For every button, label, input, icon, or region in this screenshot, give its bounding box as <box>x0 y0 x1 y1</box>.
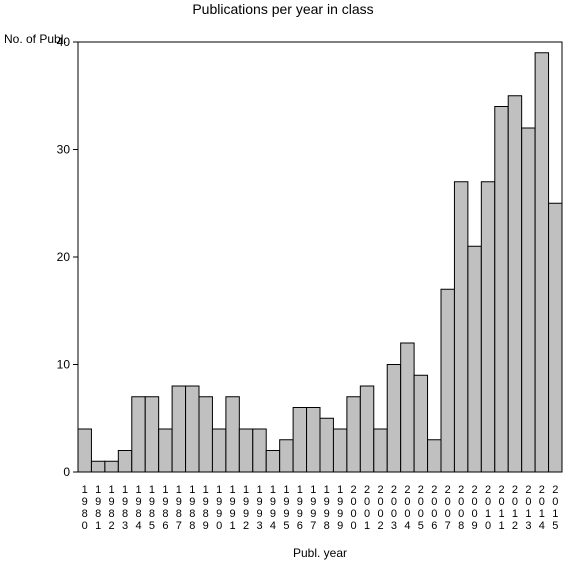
bar-1984 <box>131 396 146 473</box>
bar-2006 <box>427 439 442 473</box>
bar-2001 <box>359 385 375 473</box>
bar-1980 <box>77 428 92 473</box>
bar-2011 <box>494 106 509 473</box>
bar-1985 <box>144 396 160 473</box>
bar-1999 <box>332 428 348 473</box>
bar-1992 <box>238 428 254 473</box>
bar-1987 <box>171 385 187 473</box>
bar-2010 <box>480 181 496 473</box>
bar-1981 <box>90 460 106 473</box>
bar-1983 <box>117 450 133 473</box>
bar-2000 <box>346 396 361 473</box>
bar-2012 <box>507 95 523 473</box>
bar-2007 <box>440 288 455 473</box>
bar-1995 <box>279 439 294 473</box>
bar-2003 <box>386 364 402 473</box>
bar-1996 <box>292 407 308 473</box>
bar-2004 <box>400 342 415 473</box>
y-tick-label: 40 <box>57 35 71 49</box>
bar-2009 <box>467 245 482 473</box>
y-tick-label: 10 <box>57 358 71 372</box>
x-axis: 1 9 8 0 1 9 8 1 1 9 8 2 1 9 8 3 1 9 8 4 1 9 8 5 1 9 8 6 1 9 8 7 1 9 8 8 1 9 8 9… <box>82 484 559 532</box>
bar-1993 <box>252 428 267 473</box>
plot-frame <box>77 41 563 473</box>
y-tick-label: 0 <box>63 465 70 479</box>
bar-1991 <box>225 396 240 473</box>
bar-1988 <box>185 385 200 473</box>
bar-2008 <box>453 181 469 473</box>
bars-group <box>77 52 563 473</box>
y-tick-label: 30 <box>57 143 71 157</box>
bar-1998 <box>319 417 334 473</box>
bar-2005 <box>413 374 429 473</box>
y-axis: 0 10 20 30 40 <box>57 35 78 479</box>
bar-1986 <box>158 428 173 473</box>
bar-2015 <box>548 202 563 473</box>
bar-1994 <box>265 450 281 473</box>
bar-2014 <box>534 52 550 473</box>
y-axis-label: No. of Publ. <box>4 32 67 46</box>
bar-1982 <box>104 460 119 473</box>
bar-1989 <box>198 396 213 473</box>
bar-1990 <box>211 428 227 473</box>
y-tick-label: 20 <box>57 250 71 264</box>
chart-title: Publications per year in class <box>192 1 373 17</box>
x-axis-label: Publ. year <box>293 546 347 560</box>
bar-1997 <box>306 407 321 473</box>
bar-2002 <box>373 428 388 473</box>
bar-2013 <box>521 127 536 473</box>
